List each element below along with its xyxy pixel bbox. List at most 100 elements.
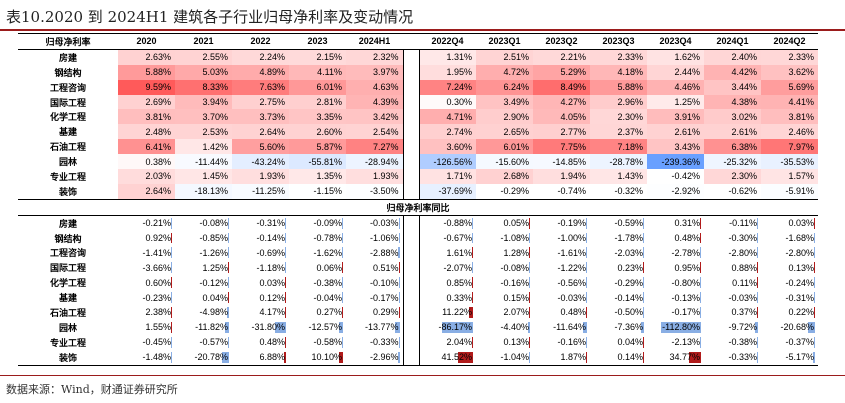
value-cell: 3.81% <box>118 109 175 125</box>
value-text: -239.36% <box>661 156 700 167</box>
value-text: -0.16% <box>500 277 529 288</box>
value-text: 2.24% <box>259 52 285 63</box>
value-text: -14.85% <box>552 156 586 167</box>
value-text: 41.52% <box>441 352 472 363</box>
data-bar <box>170 262 172 274</box>
value-cell: 9.59% <box>118 79 175 95</box>
row-label: 专业工程 <box>49 171 86 182</box>
value-cell: -9.72% <box>704 320 761 335</box>
yoy-row: 工程咨询 -1.41% -1.26% -0.69% -1.62% -2.88% 1.61% 1… <box>18 245 818 261</box>
value-cell: -11.82% <box>175 320 232 335</box>
value-text: 0.33% <box>446 292 472 303</box>
data-bar <box>814 336 815 348</box>
value-text: -0.04% <box>313 292 342 303</box>
value-text: -0.24% <box>785 277 814 288</box>
value-cell: 2.61% <box>647 124 704 140</box>
value-cell: -7.36% <box>590 320 647 335</box>
value-cell: 0.37% <box>704 305 761 320</box>
value-cell: -0.56% <box>533 275 590 290</box>
data-bar <box>586 351 587 363</box>
value-cell: 3.60% <box>419 139 476 155</box>
value-cell: -0.42% <box>647 169 704 184</box>
value-cell: 0.03% <box>761 215 818 230</box>
data-bar <box>757 336 758 348</box>
value-text: 3.02% <box>731 111 757 122</box>
header-year: 2024H1 <box>346 33 403 50</box>
value-text: 1.95% <box>446 67 472 78</box>
yoy-row: 国际工程 -3.66% 1.25% -1.18% 0.06% 0.51% -2.07% -0.… <box>18 260 818 276</box>
data-bar <box>754 321 758 333</box>
value-text: 4.17% <box>259 307 285 318</box>
value-text: 0.48% <box>674 233 700 244</box>
data-bar <box>757 307 758 318</box>
value-text: 1.25% <box>674 97 700 107</box>
value-text: 3.60% <box>446 141 472 152</box>
value-text: -0.16% <box>557 337 586 348</box>
value-cell: -1.04% <box>476 349 533 366</box>
value-text: 3.35% <box>316 111 342 122</box>
value-text: 2.44% <box>674 67 700 78</box>
column-gap <box>402 79 420 95</box>
value-cell: 4.17% <box>232 305 289 320</box>
value-text: 4.41% <box>788 97 814 107</box>
value-text: 1.45% <box>202 171 228 182</box>
value-text: -0.17% <box>671 307 700 318</box>
data-bar <box>398 351 400 363</box>
yoy-row: 基建 -0.23% 0.04% 0.12% -0.04% -0.17% 0.33% 0.15%… <box>18 290 818 306</box>
value-cell: -1.26% <box>175 245 232 260</box>
value-text: 4.72% <box>503 67 529 78</box>
data-bar <box>472 232 473 244</box>
value-cell: -3.66% <box>118 260 175 275</box>
value-text: -0.67% <box>443 233 472 244</box>
value-cell: 2.77% <box>533 124 590 140</box>
value-cell: 4.46% <box>647 79 704 95</box>
value-text: 3.81% <box>145 111 171 122</box>
value-cell: 1.43% <box>590 169 647 184</box>
value-cell: -4.40% <box>476 320 533 335</box>
row-label: 装饰 <box>18 183 118 200</box>
row-label: 园林 <box>58 322 77 333</box>
value-cell: 7.24% <box>419 79 476 95</box>
value-cell: 7.18% <box>590 139 647 155</box>
value-text: 0.13% <box>503 337 529 348</box>
value-cell: -0.14% <box>232 231 289 246</box>
value-text: 3.42% <box>372 111 399 122</box>
value-text: 4.63% <box>372 82 399 93</box>
value-cell: 0.14% <box>590 349 647 366</box>
value-cell: 2.68% <box>476 169 533 184</box>
row-label: 工程咨询 <box>49 248 86 259</box>
row-label: 房建 <box>58 218 77 229</box>
value-text: -0.13% <box>671 292 700 303</box>
value-cell: 2.32% <box>346 49 403 65</box>
data-bar <box>469 307 473 318</box>
value-cell: -2.92% <box>647 183 704 200</box>
bottom-rule <box>0 375 845 376</box>
row-label: 工程咨询 <box>49 82 86 93</box>
margin-row: 园林 0.38% -11.44% -43.24% -55.81% -28.94% -126.… <box>18 154 818 170</box>
row-label: 钢结构 <box>54 233 82 244</box>
value-cell: 2.90% <box>476 109 533 125</box>
value-text: -13.77% <box>364 322 399 333</box>
value-cell: 2.51% <box>476 49 533 65</box>
value-cell: 0.05% <box>476 215 533 230</box>
value-cell: 1.25% <box>647 94 704 110</box>
value-text: 7.75% <box>560 141 586 152</box>
value-cell: 6.24% <box>476 79 533 95</box>
value-cell: -0.31% <box>761 290 818 305</box>
data-bar <box>757 351 758 363</box>
value-cell: 2.65% <box>476 124 533 140</box>
value-text: 5.88% <box>145 67 171 78</box>
data-bar <box>342 217 343 229</box>
value-text: 3.73% <box>259 111 285 122</box>
data-bar <box>643 232 644 244</box>
value-text: -1.00% <box>557 233 586 244</box>
data-bar <box>643 292 644 304</box>
data-bar <box>529 262 530 274</box>
yoy-row: 装饰 -1.48% -20.78% 6.88% 10.10% -2.96% 41.52% -1… <box>18 349 818 366</box>
value-cell: 0.38% <box>118 154 175 170</box>
value-text: -0.62% <box>728 186 757 197</box>
value-text: 4.42% <box>731 67 757 78</box>
value-cell: 2.74% <box>419 124 476 140</box>
value-text: -15.60% <box>495 156 529 167</box>
value-text: 2.46% <box>788 126 814 137</box>
